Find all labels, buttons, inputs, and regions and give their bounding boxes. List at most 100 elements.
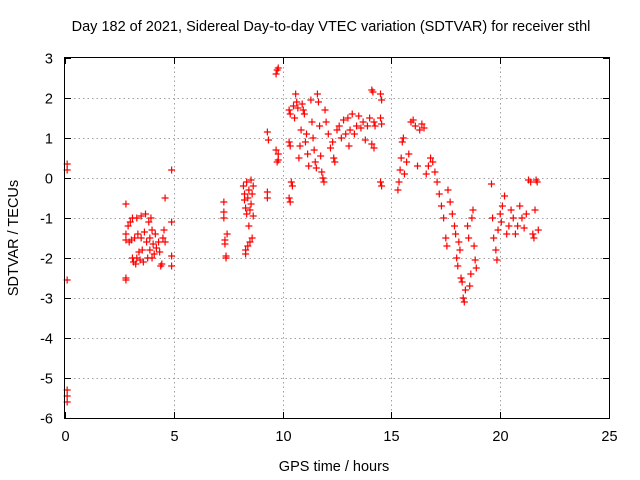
data-point-marker [431,168,439,176]
data-point-marker [249,182,257,190]
data-point-marker [494,226,502,234]
data-point-marker [342,130,350,138]
data-point-marker [411,122,419,130]
data-point-marker [297,126,305,134]
data-point-marker [143,238,151,246]
data-point-marker [429,158,437,166]
data-point-marker [511,230,519,238]
plot-frame [64,57,610,419]
data-point-marker [300,110,308,118]
data-point-marker [469,206,477,214]
data-point-marker [468,214,476,222]
data-point-marker [324,130,332,138]
data-point-marker [319,174,327,182]
data-point-marker [274,156,282,164]
tick-labels: 0 5 10 15 20 25 -6 -5 -4 -3 -2 -1 0 1 2 3 [40,52,617,446]
data-point-marker [440,214,448,222]
data-point-marker [366,114,374,122]
data-point-marker [501,192,509,200]
data-point-marker [318,168,326,176]
data-point-marker [399,134,407,142]
data-point-marker [137,212,145,220]
data-point-marker [394,186,402,194]
data-point-marker [150,250,158,258]
data-point-marker [492,246,500,254]
data-point-marker [299,106,307,114]
data-point-marker [249,212,257,220]
data-point-marker [272,70,280,78]
chart-title: Day 182 of 2021, Sidereal Day-to-day VTE… [72,19,591,35]
data-point-marker [533,178,541,186]
data-point-marker [264,136,272,144]
data-point-marker [446,198,454,206]
data-point-marker [158,260,166,268]
data-point-marker [395,178,403,186]
data-point-marker [422,170,430,178]
data-point-marker [298,100,306,108]
data-point-marker [487,180,495,188]
data-point-marker [308,118,316,126]
data-point-marker [531,206,539,214]
data-point-marker [505,222,513,230]
data-point-marker [312,164,320,172]
data-point-marker [139,258,147,266]
data-point-marker [122,200,130,208]
y-tick-label: 1 [45,132,53,148]
data-point-marker [147,214,155,222]
data-point-marker [304,150,312,158]
data-point-marker [307,96,315,104]
data-point-marker [245,186,253,194]
data-point-marker [409,116,417,124]
data-point-marker [289,102,297,110]
data-point-marker [368,140,376,148]
data-point-marker [529,230,537,238]
data-point-marker [345,142,353,150]
data-point-marker [378,96,386,104]
data-point-marker [220,214,228,222]
data-point-marker [451,222,459,230]
data-point-marker [133,214,141,222]
data-point-marker [291,114,299,122]
data-point-marker [377,114,385,122]
data-point-marker [522,210,530,218]
data-point-marker [361,136,369,144]
data-point-marker [456,246,464,254]
data-point-marker [370,118,378,126]
data-point-marker [403,158,411,166]
data-point-marker [263,128,271,136]
data-point-marker [222,252,230,260]
data-point-marker [353,122,361,130]
y-tick-label: -5 [40,372,53,388]
data-point-marker [378,120,386,128]
data-point-marker [321,106,329,114]
data-point-marker [489,214,497,222]
data-point-marker [122,276,130,284]
data-point-marker [322,118,330,126]
y-tick-label: -3 [40,292,53,308]
data-point-marker [152,244,160,252]
data-point-marker [295,154,303,162]
data-point-marker [220,198,228,206]
data-point-marker [444,186,452,194]
data-point-marker [311,158,319,166]
data-point-marker [317,152,325,160]
y-tick-label: -2 [40,252,53,268]
data-point-marker [348,110,356,118]
data-point-marker [286,110,294,118]
data-point-marker [350,130,358,138]
y-tick-label: 0 [45,172,53,188]
x-tick-label: 25 [601,429,617,445]
data-point-marker [149,240,157,248]
data-point-marker [243,178,251,186]
data-point-marker [159,234,167,242]
data-point-marker [146,234,154,242]
data-point-marker [459,294,467,302]
data-point-marker [292,90,300,98]
data-point-marker [296,142,304,150]
data-point-marker [516,202,524,210]
data-point-marker [471,256,479,264]
data-point-marker [285,194,293,202]
data-point-marker [160,226,168,234]
y-tick-label: -6 [40,412,53,428]
data-point-marker [461,286,469,294]
